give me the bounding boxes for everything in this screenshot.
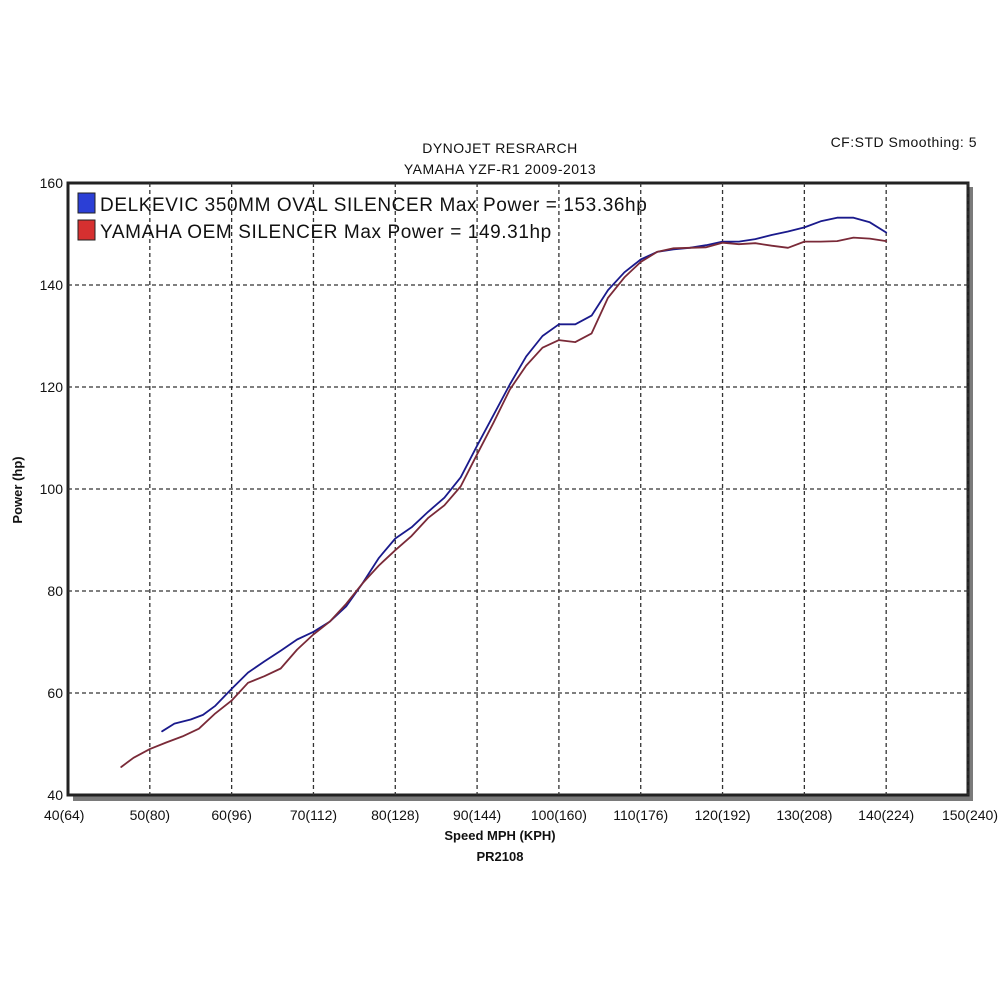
grid-lines (68, 183, 969, 795)
y-axis-label: Power (hp) (10, 456, 25, 523)
x-tick-label: 80(128) (371, 807, 419, 823)
x-tick-label: 70(112) (290, 807, 337, 823)
x-tick-label: 140(224) (858, 807, 914, 823)
legend-swatch-yamaha-oem (77, 219, 96, 241)
x-tick-labels: 40(64) 50(80) 60(96) 70(112) 80(128) 90(144) 1… (44, 807, 998, 823)
x-axis-label: Speed MPH (KPH) (444, 828, 555, 843)
chart-title: DYNOJET RESRARCH (422, 140, 578, 156)
x-tick-label: 50(80) (130, 807, 170, 823)
y-tick-label: 80 (47, 583, 63, 599)
y-tick-labels: 40 60 80 100 120 140 160 (40, 175, 64, 803)
y-tick-label: 160 (40, 175, 64, 191)
x-tick-label: 110(176) (613, 807, 668, 823)
y-tick-label: 60 (47, 685, 63, 701)
x-tick-label: 40(64) (44, 807, 84, 823)
y-tick-label: 40 (47, 787, 63, 803)
y-tick-label: 100 (40, 481, 64, 497)
x-tick-label: 100(160) (531, 807, 587, 823)
settings-label: CF:STD Smoothing: 5 (831, 134, 977, 150)
series-lines (120, 216, 888, 768)
x-tick-label: 90(144) (453, 807, 501, 823)
series-line-yamaha-oem (120, 236, 888, 768)
chart-footer: PR2108 (477, 849, 524, 864)
chart-subtitle: YAMAHA YZF-R1 2009-2013 (404, 161, 596, 177)
y-tick-label: 120 (40, 379, 64, 395)
legend-label-yamaha-oem: YAMAHA OEM SILENCER Max Power = 149.31hp (100, 222, 552, 243)
x-tick-label: 150(240) (942, 807, 998, 823)
legend: DELKEVIC 350MM OVAL SILENCER Max Power =… (77, 192, 647, 243)
legend-swatch-delkevic (77, 192, 96, 214)
x-tick-label: 60(96) (211, 807, 251, 823)
x-tick-label: 130(208) (776, 807, 832, 823)
x-tick-label: 120(192) (695, 807, 751, 823)
y-tick-label: 140 (40, 277, 64, 293)
legend-label-delkevic: DELKEVIC 350MM OVAL SILENCER Max Power =… (100, 195, 647, 216)
series-line-delkevic (161, 216, 888, 733)
